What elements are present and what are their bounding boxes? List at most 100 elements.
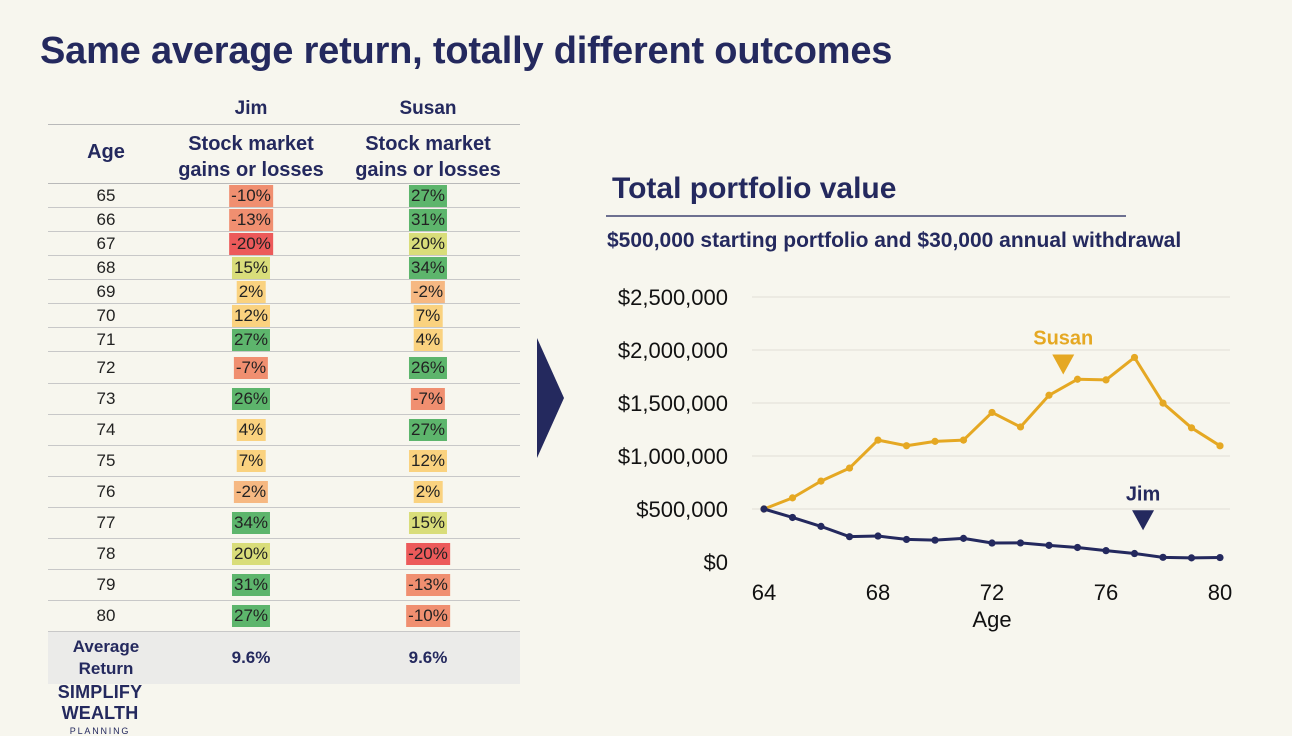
jim-data-point bbox=[817, 522, 825, 530]
susan-return-cell: -13% bbox=[406, 574, 450, 596]
age-cell: 74 bbox=[96, 420, 116, 439]
susan-header: Susan bbox=[399, 98, 457, 119]
jim-average-return: 9.6% bbox=[231, 648, 271, 667]
susan-data-point bbox=[788, 494, 797, 502]
chart-title-divider bbox=[606, 215, 1126, 217]
susan-column-header-line1: Stock market bbox=[365, 133, 491, 155]
susan-return-cell: 4% bbox=[413, 328, 443, 351]
susan-data-point bbox=[874, 436, 882, 444]
susan-return-cell: -20% bbox=[406, 543, 450, 565]
age-cell: 78 bbox=[96, 544, 116, 563]
jim-return-cell: -13% bbox=[229, 208, 273, 231]
y-tick-label: $2,000,000 bbox=[618, 338, 728, 363]
jim-data-point bbox=[1102, 547, 1110, 555]
jim-return-cell: 26% bbox=[231, 388, 271, 410]
jim-return-cell: 2% bbox=[236, 280, 266, 303]
susan-data-point bbox=[1187, 424, 1196, 432]
susan-return-cell: -2% bbox=[410, 280, 446, 303]
jim-return-cell: 27% bbox=[231, 328, 271, 351]
jim-data-point bbox=[874, 532, 882, 540]
susan-return-cell: -10% bbox=[406, 605, 450, 627]
susan-return-cell: 12% bbox=[408, 450, 448, 472]
table-row: 75 7% 12% bbox=[48, 446, 520, 477]
jim-pointer-icon bbox=[1132, 510, 1155, 531]
x-tick-label: 72 bbox=[980, 580, 1004, 605]
jim-data-point bbox=[1045, 541, 1053, 549]
susan-data-point bbox=[1130, 353, 1139, 362]
jim-return-cell: -7% bbox=[233, 356, 269, 379]
average-label-line1: Average bbox=[72, 637, 140, 656]
susan-data-point bbox=[959, 436, 968, 444]
susan-data-point bbox=[817, 477, 825, 485]
susan-return-cell: 31% bbox=[408, 208, 448, 231]
susan-data-point bbox=[845, 464, 854, 472]
jim-data-point bbox=[845, 533, 854, 541]
chart-subtitle: $500,000 starting portfolio and $30,000 … bbox=[607, 229, 1182, 252]
table-row: 73 26% -7% bbox=[48, 384, 520, 415]
susan-data-point bbox=[1159, 399, 1167, 407]
jim-header: Jim bbox=[234, 98, 268, 119]
chart-title: Total portfolio value bbox=[612, 172, 897, 205]
jim-return-cell: 27% bbox=[231, 605, 271, 627]
susan-average-return: 9.6% bbox=[408, 648, 448, 667]
susan-return-cell: 20% bbox=[408, 232, 448, 255]
susan-return-cell: 34% bbox=[408, 256, 448, 279]
susan-data-point bbox=[1045, 391, 1053, 399]
table-row: 67 -20% 20% bbox=[48, 232, 520, 256]
jim-data-point bbox=[1073, 543, 1082, 552]
table-row: 66 -13% 31% bbox=[48, 208, 520, 232]
susan-return-cell: 27% bbox=[408, 419, 448, 441]
jim-data-point bbox=[1159, 553, 1167, 561]
table-row: 74 4% 27% bbox=[48, 415, 520, 446]
x-tick-label: 64 bbox=[752, 580, 776, 605]
y-tick-label: $2,500,000 bbox=[618, 285, 728, 310]
logo-line1: SIMPLIFY WEALTH bbox=[57, 682, 143, 723]
table-row: 78 20% -20% bbox=[48, 539, 520, 570]
jim-return-cell: 12% bbox=[231, 304, 271, 327]
jim-data-point bbox=[1130, 549, 1139, 558]
jim-data-point bbox=[788, 513, 797, 522]
age-cell: 73 bbox=[96, 389, 116, 408]
average-return-label: Average Return bbox=[51, 636, 161, 680]
age-cell: 65 bbox=[96, 185, 116, 205]
susan-return-cell: 27% bbox=[408, 184, 448, 207]
jim-data-point bbox=[1216, 553, 1224, 562]
jim-data-point bbox=[1016, 539, 1025, 547]
susan-data-point bbox=[1016, 423, 1025, 431]
age-cell: 68 bbox=[96, 257, 116, 277]
jim-return-cell: 34% bbox=[231, 512, 271, 534]
susan-return-cell: 7% bbox=[413, 304, 443, 327]
susan-return-cell: 15% bbox=[408, 512, 448, 534]
susan-column-header: Stock market gains or losses bbox=[355, 131, 501, 183]
jim-data-point bbox=[988, 539, 996, 547]
page-title: Same average return, totally different o… bbox=[40, 30, 893, 72]
x-tick-label: 80 bbox=[1208, 580, 1232, 605]
susan-data-point bbox=[1102, 376, 1110, 384]
average-label-line2: Return bbox=[78, 659, 134, 678]
age-cell: 79 bbox=[96, 575, 116, 594]
age-cell: 67 bbox=[96, 233, 116, 253]
table-row: 72 -7% 26% bbox=[48, 352, 520, 384]
age-cell: 75 bbox=[96, 451, 116, 470]
jim-return-cell: -10% bbox=[229, 184, 273, 207]
susan-pointer-icon bbox=[1052, 354, 1075, 375]
company-logo: SIMPLIFY WEALTH PLANNING bbox=[20, 682, 180, 736]
susan-data-point bbox=[1073, 375, 1082, 383]
age-cell: 71 bbox=[96, 329, 116, 349]
y-tick-label: $1,000,000 bbox=[618, 444, 728, 469]
jim-return-cell: 20% bbox=[231, 543, 271, 565]
jim-data-point bbox=[760, 505, 768, 513]
jim-column-header-line2: gains or losses bbox=[178, 159, 324, 181]
y-tick-label: $0 bbox=[704, 550, 728, 575]
jim-data-point bbox=[959, 534, 968, 542]
table-row: 79 31% -13% bbox=[48, 570, 520, 601]
susan-return-cell: -7% bbox=[410, 388, 446, 410]
table-body: 65 -10% 27% 66 -13% 31% 67 -20% 20% 68 15% 34% 69 2% -… bbox=[48, 184, 520, 632]
age-cell: 70 bbox=[96, 305, 116, 325]
jim-return-cell: 31% bbox=[231, 574, 271, 596]
table-row: 77 34% 15% bbox=[48, 508, 520, 539]
susan-column-header-line2: gains or losses bbox=[355, 159, 501, 181]
jim-series-label: Jim bbox=[1126, 483, 1160, 505]
table-row: 70 12% 7% bbox=[48, 304, 520, 328]
table-row: 69 2% -2% bbox=[48, 280, 520, 304]
